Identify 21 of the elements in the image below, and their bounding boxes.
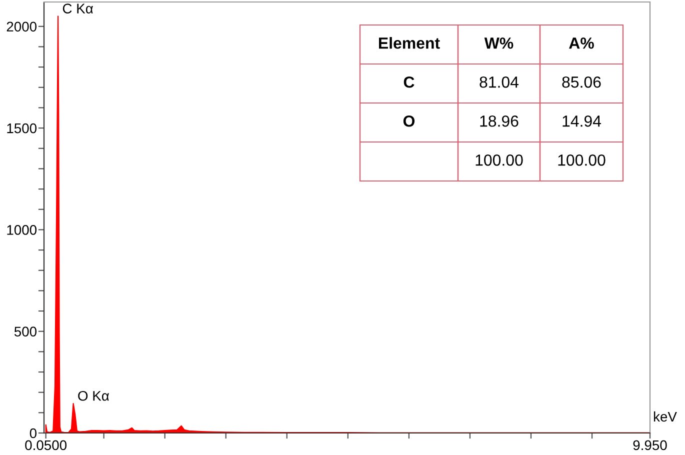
annotation: Element [379, 37, 440, 49]
y-tick-label: 1000 [7, 225, 37, 235]
y-tick-label: 500 [14, 326, 37, 337]
x-tick-label: 0.0500 [25, 440, 67, 450]
annotation: 14.94 [562, 115, 602, 127]
annotation: 81.04 [480, 76, 519, 88]
annotation: A% [569, 38, 594, 49]
annotation: 100.00 [476, 154, 523, 166]
y-tick-label: 0 [30, 428, 37, 438]
annotation: W% [484, 38, 514, 49]
annotation: 18.96 [480, 115, 518, 127]
y-tick-label: 1500 [7, 123, 37, 134]
x-axis-title: keV [654, 411, 677, 422]
annotation: C Kα [62, 4, 93, 14]
y-tick-label: 2000 [6, 22, 37, 32]
x-tick-label: 9.950 [633, 440, 667, 450]
annotation: O [403, 115, 415, 127]
annotation: 85.06 [562, 76, 601, 88]
annotation: O Kα [78, 390, 110, 401]
annotation: 100.00 [558, 154, 606, 166]
annotation: C [404, 76, 414, 88]
